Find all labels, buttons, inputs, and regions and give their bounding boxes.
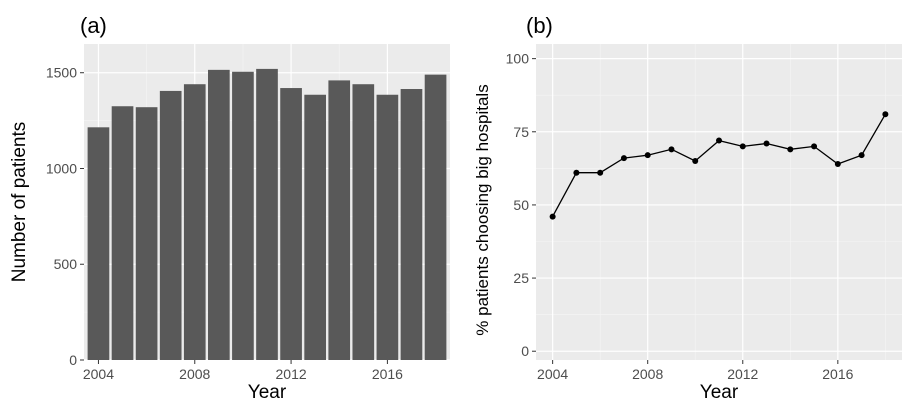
x-tick-label: 2012: [276, 366, 307, 382]
x-tick-label: 2012: [727, 366, 758, 382]
panel-b: (b) 0 25 50 75 100 2004 2008 2012 2016 Year % p…: [473, 13, 902, 403]
data-point: [716, 137, 722, 144]
bar: [111, 106, 134, 360]
data-point: [692, 158, 699, 165]
bar: [352, 84, 375, 360]
y-tick-label: 25: [513, 270, 529, 286]
panel-a-label: (a): [80, 13, 107, 38]
panel-b-x-ticks: 2004 2008 2012 2016: [537, 360, 854, 382]
bar: [183, 84, 206, 360]
x-tick-label: 2004: [537, 366, 568, 382]
bar: [280, 88, 302, 360]
data-point: [763, 140, 770, 147]
x-tick-label: 2008: [632, 366, 663, 382]
panel-a-y-ticks: 0 500 1000 1500: [46, 65, 84, 368]
bar: [159, 90, 182, 361]
bar: [304, 94, 326, 360]
y-tick-label: 0: [521, 343, 529, 359]
data-point: [834, 160, 841, 167]
y-tick-label: 1500: [46, 65, 77, 81]
data-point: [668, 146, 675, 153]
bar: [208, 69, 230, 360]
panel-a-y-axis-title: Number of patients: [9, 122, 30, 283]
y-tick-label: 1000: [46, 160, 77, 176]
data-point: [811, 143, 818, 150]
bar: [328, 80, 351, 360]
bar: [376, 94, 399, 360]
bar: [135, 107, 158, 360]
data-point: [573, 169, 580, 176]
panel-b-label: (b): [526, 13, 553, 38]
panel-b-background: [536, 44, 902, 360]
panel-b-y-ticks: 0 25 50 75 100: [506, 51, 536, 359]
bar: [424, 74, 447, 360]
panel-a-x-axis-title: Year: [248, 382, 287, 403]
panel-b-grid: [536, 44, 902, 360]
data-point: [620, 155, 627, 162]
data-point: [787, 146, 794, 153]
y-tick-label: 75: [513, 124, 529, 140]
bar: [87, 127, 110, 361]
data-point: [597, 169, 604, 176]
y-tick-label: 0: [69, 352, 77, 368]
panel-a-x-ticks: 2004 2008 2012 2016: [83, 360, 403, 382]
panel-a-bars: [87, 68, 447, 361]
x-tick-label: 2016: [822, 366, 853, 382]
bar: [400, 89, 423, 361]
x-tick-label: 2016: [372, 366, 403, 382]
bar: [232, 71, 254, 360]
data-point: [739, 143, 746, 150]
data-point: [882, 111, 889, 118]
panel-b-series: [549, 111, 889, 220]
x-tick-label: 2004: [83, 366, 114, 382]
x-tick-label: 2008: [179, 366, 210, 382]
y-tick-label: 50: [513, 197, 529, 213]
y-tick-label: 500: [54, 256, 78, 272]
data-point: [858, 152, 865, 159]
bar: [256, 68, 278, 360]
panel-b-y-axis-title: % patients choosing big hospitals: [473, 84, 492, 335]
data-point: [549, 213, 556, 220]
panel-a: (a) 0 500 1000 1500 2004 2008 2012 2016 Year N…: [9, 13, 450, 403]
data-point: [644, 152, 651, 159]
panel-b-x-axis-title: Year: [700, 382, 739, 403]
y-tick-label: 100: [506, 51, 530, 67]
